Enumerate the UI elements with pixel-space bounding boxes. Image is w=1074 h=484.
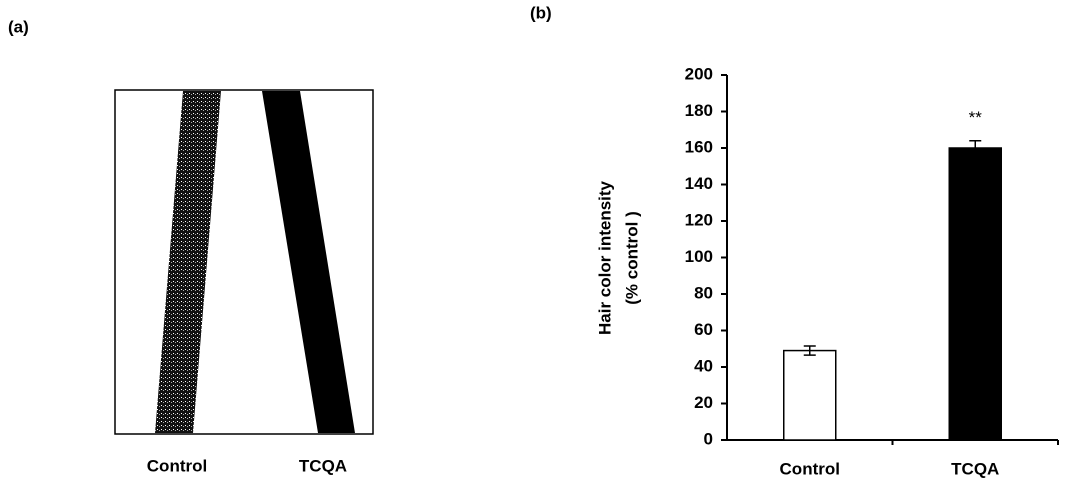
y-tick-label: 180: [685, 101, 713, 120]
y-tick-label: 60: [694, 320, 713, 339]
panel-label: (a): [8, 17, 29, 36]
hair-control: [155, 91, 221, 433]
error-bar: [969, 139, 982, 157]
panel-label: (b): [530, 3, 552, 22]
annotation: **: [969, 108, 983, 127]
y-tick-label: 140: [685, 174, 713, 193]
y-axis-label: Hair color intensity: [595, 180, 614, 335]
y-tick-label: 40: [694, 356, 713, 375]
y-tick-label: 20: [694, 393, 713, 412]
y-tick-label: 100: [685, 247, 713, 266]
y-tick-label: 160: [685, 137, 713, 156]
hair-tcqa: [262, 91, 355, 433]
x-tick-label: Control: [780, 459, 840, 478]
x-tick-label: TCQA: [951, 459, 999, 478]
error-bar: [803, 345, 816, 356]
bar: [948, 147, 1002, 441]
y-tick-label: 120: [685, 210, 713, 229]
image-label: TCQA: [299, 456, 347, 475]
y-tick-label: 0: [704, 429, 713, 448]
y-tick-label: 80: [694, 283, 713, 302]
bar: [783, 349, 837, 441]
image-label: Control: [147, 456, 207, 475]
y-tick-label: 200: [685, 64, 713, 83]
y-axis-label: (% control ): [622, 211, 641, 305]
